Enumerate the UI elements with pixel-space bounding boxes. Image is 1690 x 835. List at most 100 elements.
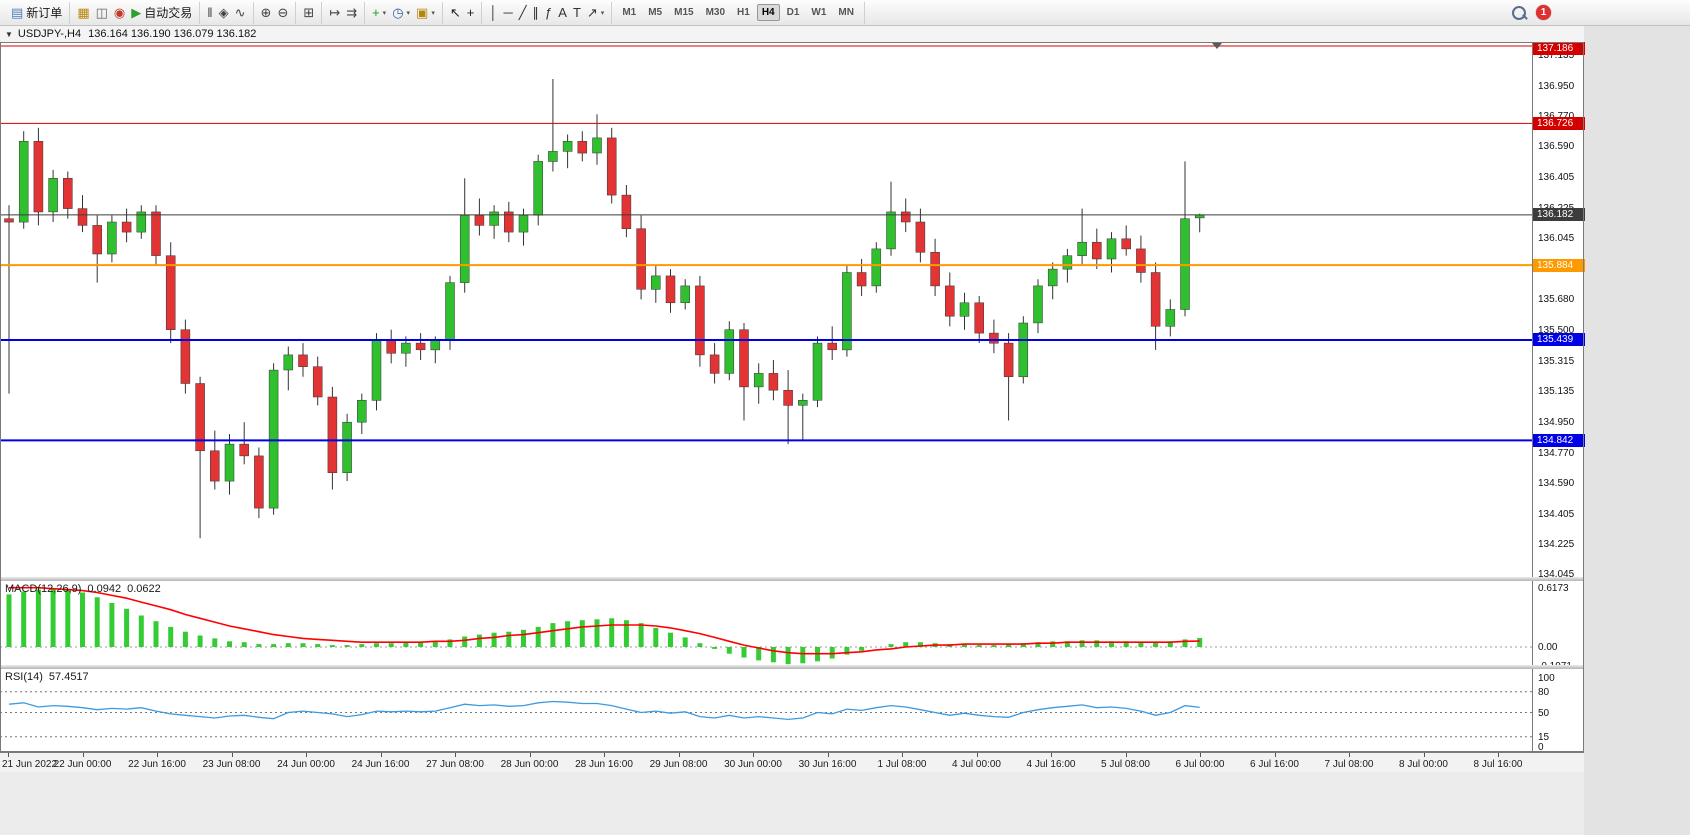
price-scale[interactable]: 137.135 136.950 136.770 136.590 136.405 136.2… bbox=[1532, 42, 1585, 753]
time-tick bbox=[231, 753, 233, 757]
time-tick bbox=[1125, 753, 1127, 757]
time-label: 6 Jul 00:00 bbox=[1175, 759, 1225, 770]
time-label: 28 Jun 00:00 bbox=[500, 759, 559, 770]
auto-trading-button-label: 自动交易 bbox=[144, 5, 193, 20]
price-tick-label: 136.770 bbox=[1538, 111, 1574, 122]
macd-title: MACD(12,26,9) 0.0942 0.0622 bbox=[5, 583, 167, 595]
zoom-in-icon[interactable]: ⊕ bbox=[260, 4, 272, 20]
search-icon[interactable] bbox=[1512, 5, 1526, 20]
time-tick bbox=[902, 753, 903, 757]
notification-badge[interactable]: 1 bbox=[1536, 5, 1551, 20]
price-tick-label: 134.770 bbox=[1538, 447, 1575, 459]
time-tick bbox=[753, 753, 754, 757]
toolbar-groups: ▤ 新订单 ▦ ◫ ◉ ▶ 自动交易 ǁ ◈ ∿ ⊕ ⊖ ⊞ ↦ ⇉ + ▾ ◷ ▾ ▣ ▾ ↖ + │ ─ ╱ ∥ ƒ A T ↗ ▾ M1 M… bbox=[4, 0, 865, 26]
candlestick-chart-icon[interactable]: ◈ bbox=[218, 4, 229, 20]
profiles-icon[interactable]: ◫ bbox=[95, 4, 108, 20]
chart-shift-marker-icon[interactable] bbox=[1212, 43, 1222, 49]
timeframe-h4-button[interactable]: H4 bbox=[756, 4, 780, 21]
tile-windows-icon[interactable]: ⊞ bbox=[303, 4, 315, 20]
panel-separator[interactable] bbox=[0, 665, 1584, 669]
timeframe-m5-button[interactable]: M5 bbox=[648, 7, 663, 18]
fibonacci-icon[interactable]: ƒ bbox=[545, 4, 553, 20]
zoom-out-icon[interactable]: ⊖ bbox=[277, 4, 289, 20]
timeframe-h1-button[interactable]: H1 bbox=[737, 7, 750, 18]
templates-icon[interactable]: ▣ bbox=[416, 4, 429, 20]
timeframe-m30-button[interactable]: M30 bbox=[705, 7, 726, 18]
time-label: 8 Jul 00:00 bbox=[1399, 759, 1448, 770]
macd-canvas[interactable] bbox=[0, 581, 1532, 666]
toolbar-group: ⊕ ⊖ bbox=[254, 1, 297, 24]
crosshair-icon[interactable]: + bbox=[466, 4, 475, 20]
time-label: 22 Jun 16:00 bbox=[128, 759, 186, 770]
time-label: 24 Jun 16:00 bbox=[351, 759, 410, 770]
main-chart-canvas[interactable] bbox=[0, 42, 1532, 577]
indicators-icon[interactable]: + bbox=[372, 4, 380, 20]
price-tick-label: 134.590 bbox=[1538, 477, 1575, 489]
auto-trading-button[interactable]: ▶ 自动交易 bbox=[128, 3, 195, 23]
macd-main-value: 0.0942 bbox=[87, 583, 122, 595]
time-label: 22 Jun 00:00 bbox=[53, 759, 112, 770]
time-tick bbox=[1274, 753, 1276, 757]
new-order-button-label: 新订单 bbox=[26, 5, 63, 20]
time-tick bbox=[976, 753, 978, 757]
time-tick bbox=[306, 753, 307, 757]
auto-scroll-icon[interactable]: ↦ bbox=[329, 4, 341, 20]
macd-scale-label: 0.00 bbox=[1538, 642, 1558, 653]
macd-title-label: MACD(12,26,9) bbox=[5, 583, 82, 595]
time-tick bbox=[1349, 753, 1350, 757]
time-label: 1 Jul 08:00 bbox=[877, 759, 927, 770]
rsi-canvas[interactable] bbox=[0, 669, 1532, 752]
price-tick-label: 136.590 bbox=[1538, 141, 1575, 153]
panel-separator[interactable] bbox=[0, 577, 1584, 581]
dropdown-arrow-icon[interactable]: ▾ bbox=[406, 9, 411, 17]
cursor-icon[interactable]: ↖ bbox=[449, 4, 461, 20]
dropdown-arrow-icon[interactable]: ▾ bbox=[382, 9, 387, 17]
price-tag: 134.842 bbox=[1533, 433, 1585, 447]
timeframe-m15-button[interactable]: M15 bbox=[674, 7, 694, 18]
time-label: 7 Jul 08:00 bbox=[1324, 759, 1374, 770]
charts-icon[interactable]: ▦ bbox=[77, 4, 90, 20]
timeframe-d1-button[interactable]: D1 bbox=[786, 7, 800, 18]
arrows-icon[interactable]: ↗ bbox=[586, 4, 598, 20]
rsi-scale-label: 50 bbox=[1538, 707, 1550, 719]
time-label: 21 Jun 2022 bbox=[2, 759, 58, 770]
price-tag: 136.726 bbox=[1533, 116, 1585, 130]
toolbar-group: ǁ ◈ ∿ bbox=[200, 1, 254, 24]
text-icon[interactable]: A bbox=[558, 4, 567, 20]
toolbar-group: │ ─ ╱ ∥ ƒ A T ↗ ▾ bbox=[482, 1, 613, 24]
new-order-button[interactable]: ▤ 新订单 bbox=[8, 3, 65, 23]
timeframe-m1-button[interactable]: M1 bbox=[622, 7, 637, 18]
time-label: 6 Jul 16:00 bbox=[1250, 759, 1299, 770]
horizontal-line-icon[interactable]: ─ bbox=[503, 4, 513, 20]
time-tick bbox=[82, 753, 84, 757]
price-tag: 136.182 bbox=[1533, 208, 1585, 222]
channel-icon[interactable]: ∥ bbox=[532, 4, 540, 20]
market-watch-icon[interactable]: ◉ bbox=[113, 4, 126, 20]
time-tick bbox=[678, 753, 680, 757]
dropdown-arrow-icon[interactable]: ▾ bbox=[431, 9, 435, 17]
time-label: 8 Jul 16:00 bbox=[1473, 759, 1523, 770]
timeframe-group: M1 M5 M15 M30 H1 H4 D1 W1 MN bbox=[612, 1, 865, 24]
timeframe-w1-button[interactable]: W1 bbox=[811, 7, 827, 18]
time-tick bbox=[1498, 753, 1499, 757]
window-background bbox=[0, 772, 1584, 835]
chart-menu-icon[interactable]: ▼ bbox=[5, 29, 13, 39]
bar-chart-icon[interactable]: ǁ bbox=[207, 4, 213, 20]
chart-ohlc-values: 136.164 136.190 136.079 136.182 bbox=[88, 28, 257, 40]
periods-icon[interactable]: ◷ bbox=[392, 4, 404, 20]
time-tick bbox=[604, 753, 605, 757]
vertical-line-icon[interactable]: │ bbox=[489, 4, 498, 20]
dropdown-arrow-icon[interactable]: ▾ bbox=[600, 9, 605, 17]
macd-signal-value: 0.0622 bbox=[127, 583, 161, 595]
chart-shift-icon[interactable]: ⇉ bbox=[346, 4, 358, 20]
rsi-scale-label: 15 bbox=[1538, 731, 1550, 743]
label-icon[interactable]: T bbox=[572, 4, 581, 20]
trendline-icon[interactable]: ╱ bbox=[518, 4, 527, 20]
timeframe-mn-button[interactable]: MN bbox=[838, 7, 854, 18]
line-chart-icon[interactable]: ∿ bbox=[234, 4, 246, 20]
time-axis[interactable]: 21 Jun 2022 22 Jun 00:00 22 Jun 16:00 23 Ju… bbox=[0, 752, 1584, 772]
price-tick-label: 136.045 bbox=[1538, 232, 1575, 244]
price-tag: 135.884 bbox=[1533, 258, 1585, 272]
time-label: 29 Jun 08:00 bbox=[649, 759, 708, 770]
price-tick-label: 134.225 bbox=[1538, 539, 1575, 551]
